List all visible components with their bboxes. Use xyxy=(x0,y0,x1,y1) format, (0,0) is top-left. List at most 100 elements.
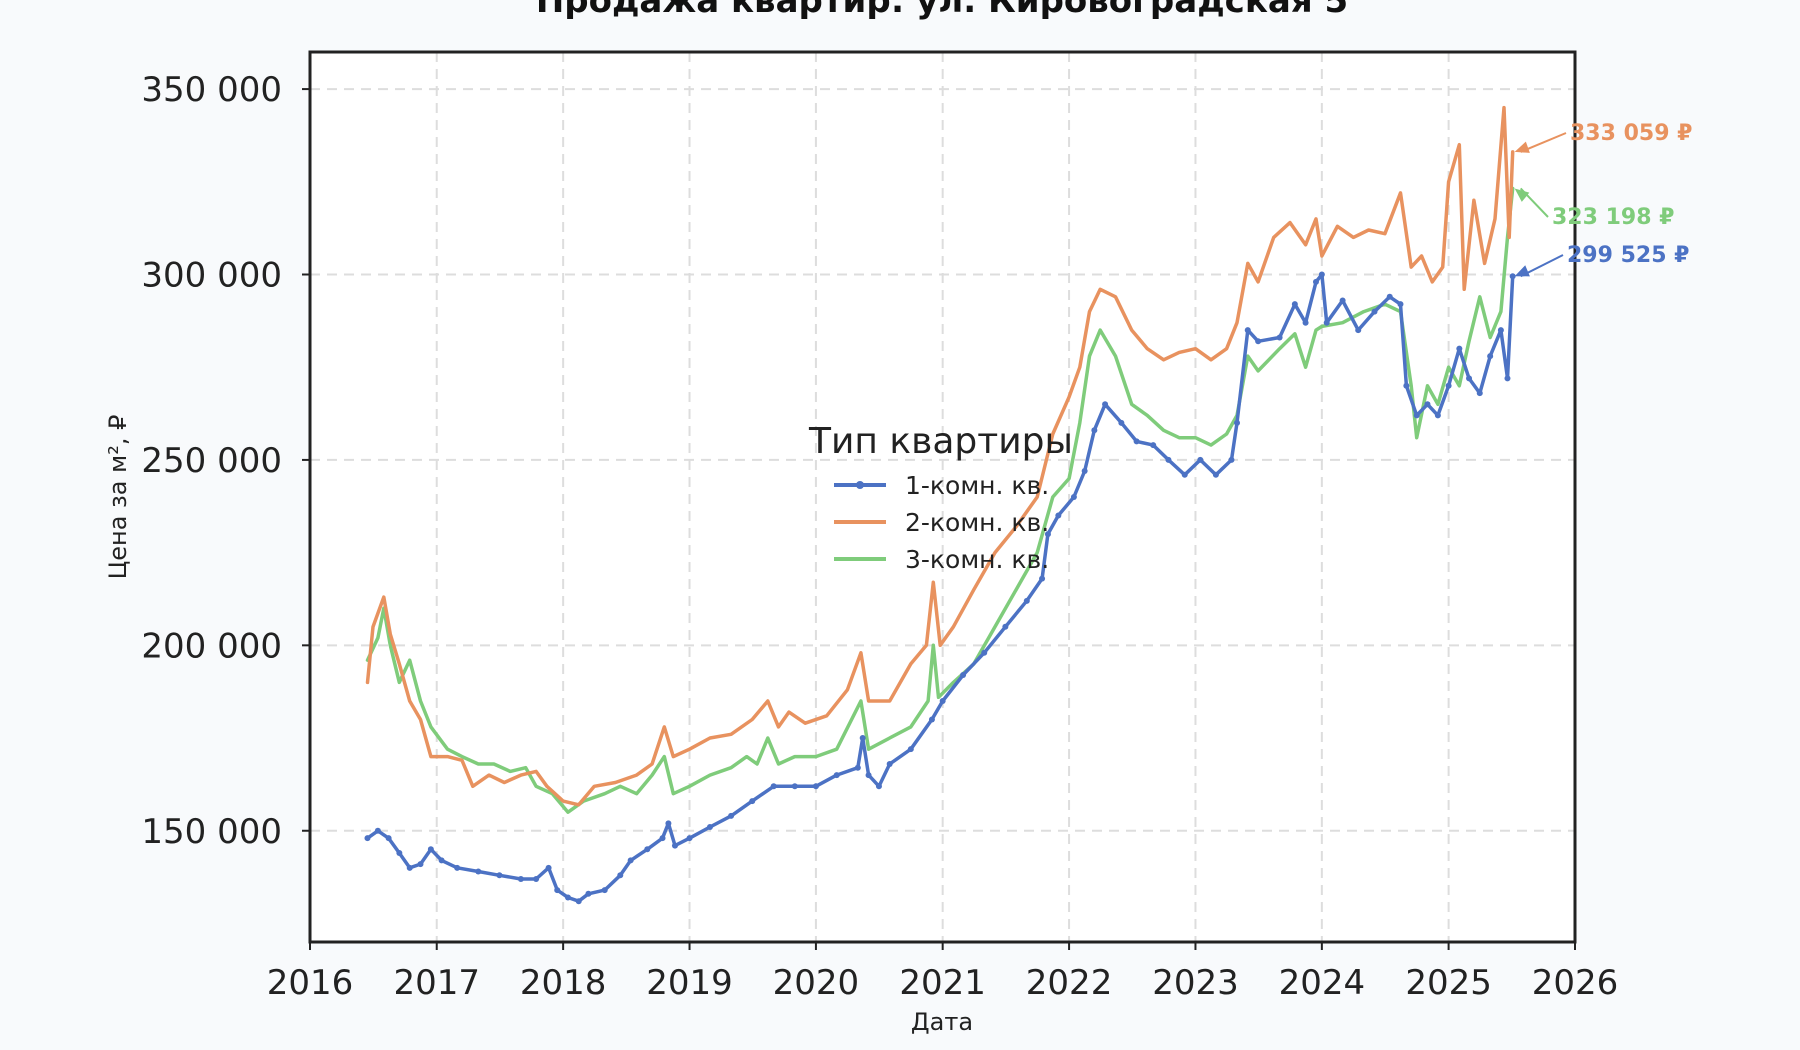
series-1-point xyxy=(406,864,413,871)
series-1-point xyxy=(1234,419,1241,426)
series-1-point xyxy=(1255,338,1262,345)
series-1-point xyxy=(617,872,624,879)
series-1-point xyxy=(981,649,988,656)
series-1-point xyxy=(1318,271,1325,278)
series-3-line xyxy=(365,186,1515,814)
series-1-point xyxy=(770,783,777,790)
series-1-point xyxy=(1386,293,1393,300)
series-3-end-arrowhead xyxy=(1514,188,1530,202)
series-1-point xyxy=(833,772,840,779)
series-1-point xyxy=(728,812,735,819)
series-1-point xyxy=(1403,382,1410,389)
series-1-point xyxy=(939,697,946,704)
series-2-end-arrowhead xyxy=(1514,141,1530,153)
series-1-point xyxy=(601,887,608,894)
series-1-point xyxy=(438,857,445,864)
x-tick-label: 2026 xyxy=(1532,963,1619,1003)
series-1-point xyxy=(533,875,540,882)
series-1-point xyxy=(812,783,819,790)
x-tick-label: 2025 xyxy=(1405,963,1492,1003)
y-axis-ticks: 150 000 200 000 250 000 300 000 350 000 xyxy=(141,70,310,852)
series-1-point xyxy=(1244,327,1251,334)
series-3-end-label: 323 198 ₽ xyxy=(1552,205,1674,230)
series-1-point xyxy=(907,746,914,753)
x-tick-label: 2023 xyxy=(1152,963,1239,1003)
series-1-point xyxy=(1081,468,1088,475)
x-tick-label: 2016 xyxy=(267,963,354,1003)
legend-label-1: 1-комн. кв. xyxy=(905,471,1049,500)
series-1-point xyxy=(1291,301,1298,308)
legend-marker-1 xyxy=(856,481,864,489)
series-1-point xyxy=(1044,531,1051,538)
legend-label-3: 3-комн. кв. xyxy=(905,545,1049,574)
series-1-point xyxy=(1355,327,1362,334)
series-1-point xyxy=(496,872,503,879)
legend: Тип квартиры 1-комн. кв. 2-комн. кв. 3-ком… xyxy=(808,421,1073,574)
series-1-point xyxy=(859,735,866,742)
series-1-point xyxy=(396,850,403,856)
y-tick-label: 200 000 xyxy=(141,626,282,666)
y-axis-label: Цена за м², ₽ xyxy=(104,415,132,580)
y-tick-label: 350 000 xyxy=(141,70,282,110)
series-1-point xyxy=(659,835,666,842)
series-1-point xyxy=(585,890,592,897)
chart-title: Продажа квартир: ул. Кировоградская 5 xyxy=(536,0,1348,21)
series-1-point xyxy=(417,861,424,868)
series-1-point xyxy=(554,887,561,894)
series-1-point xyxy=(928,716,935,723)
series-1-point xyxy=(1476,390,1483,397)
series-1-point xyxy=(1413,412,1420,419)
series-1-point xyxy=(517,875,524,882)
series-1-point xyxy=(627,857,634,864)
series-1-point xyxy=(854,764,861,771)
series-1-point xyxy=(886,761,893,767)
series-1-point xyxy=(1504,375,1511,382)
series-1-point xyxy=(1165,456,1172,463)
series-1-point xyxy=(1023,597,1030,604)
series-1-point xyxy=(875,783,882,790)
series-1-point xyxy=(475,868,482,875)
series-1-point xyxy=(686,835,693,842)
series-1-point xyxy=(1323,319,1330,326)
series-1-point xyxy=(1434,412,1441,419)
series-1-point xyxy=(749,798,756,805)
series-1-point xyxy=(644,846,651,853)
series-1-point xyxy=(665,820,672,827)
y-tick-label: 300 000 xyxy=(141,256,282,296)
series-1-point xyxy=(1497,327,1504,334)
x-tick-label: 2021 xyxy=(899,963,986,1003)
series-1-point xyxy=(791,783,798,790)
series-1-point xyxy=(575,898,582,905)
legend-label-2: 2-комн. кв. xyxy=(905,508,1049,537)
series-2-line xyxy=(365,105,1515,807)
series-1-point xyxy=(1002,623,1009,630)
series-1-point xyxy=(1487,353,1494,360)
series-1-point xyxy=(1466,375,1473,382)
series-1-point xyxy=(865,772,872,779)
series-1-point xyxy=(1212,471,1219,478)
series-1-point xyxy=(1339,297,1346,304)
series-1-point xyxy=(1456,345,1463,352)
series-1-point xyxy=(1118,419,1125,426)
series-1-point xyxy=(385,835,392,842)
y-tick-label: 150 000 xyxy=(141,812,282,852)
series-1-point xyxy=(1150,442,1157,449)
series-1-point xyxy=(1055,512,1062,519)
x-tick-label: 2020 xyxy=(773,963,860,1003)
series-1-point xyxy=(427,846,434,853)
series-1-point xyxy=(1509,273,1516,280)
series-1-point xyxy=(564,894,571,901)
series-1-end-label: 299 525 ₽ xyxy=(1567,243,1689,268)
series-1-point xyxy=(706,824,713,831)
series-1-point xyxy=(1181,471,1188,478)
x-tick-label: 2018 xyxy=(520,963,607,1003)
legend-title: Тип квартиры xyxy=(808,421,1073,462)
series-1-point xyxy=(1397,301,1404,308)
series-1-point xyxy=(671,842,678,849)
x-axis-label: Дата xyxy=(911,1008,973,1036)
series-1-point xyxy=(1133,438,1140,445)
x-axis-ticks: 2016 2017 2018 2019 2020 2021 2022 2023 2024 2025… xyxy=(267,942,1619,1003)
x-tick-label: 2022 xyxy=(1026,963,1113,1003)
series-1-point xyxy=(1070,494,1077,500)
